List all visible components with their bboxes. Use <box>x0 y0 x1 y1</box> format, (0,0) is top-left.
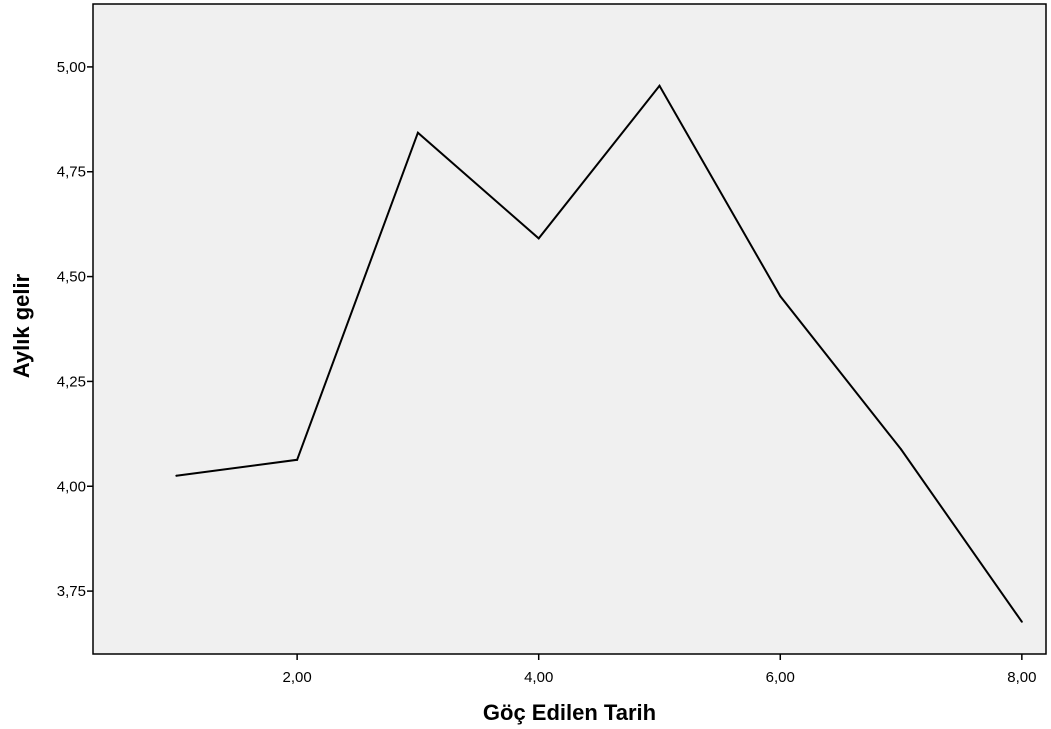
y-tick-label: 3,75 <box>57 583 86 600</box>
plot-area <box>92 3 1047 655</box>
x-tick-label: 6,00 <box>766 669 795 686</box>
y-tick-label: 4,75 <box>57 164 86 181</box>
x-axis: 2,00 4,00 6,00 8,00 <box>283 654 1036 686</box>
data-point <box>175 474 178 477</box>
data-point <box>537 237 540 240</box>
x-tick-label: 8,00 <box>1007 669 1036 686</box>
data-point <box>416 131 419 134</box>
x-tick-label: 2,00 <box>283 669 312 686</box>
data-point <box>779 295 782 298</box>
y-axis: 3,75 4,00 4,25 4,50 4,75 5,00 <box>57 59 93 600</box>
y-tick-label: 4,50 <box>57 269 86 286</box>
y-tick-label: 4,25 <box>57 373 86 390</box>
data-point <box>900 448 903 451</box>
y-axis-title: Aylık gelir <box>9 273 34 378</box>
y-tick-label: 5,00 <box>57 59 86 76</box>
data-points <box>175 84 1023 623</box>
y-tick-label: 4,00 <box>57 478 86 495</box>
data-point <box>658 84 661 87</box>
x-axis-title: Göç Edilen Tarih <box>483 700 656 725</box>
series-line <box>176 84 1023 623</box>
x-tick-label: 4,00 <box>524 669 553 686</box>
data-point <box>296 458 299 461</box>
data-point <box>1020 620 1023 623</box>
